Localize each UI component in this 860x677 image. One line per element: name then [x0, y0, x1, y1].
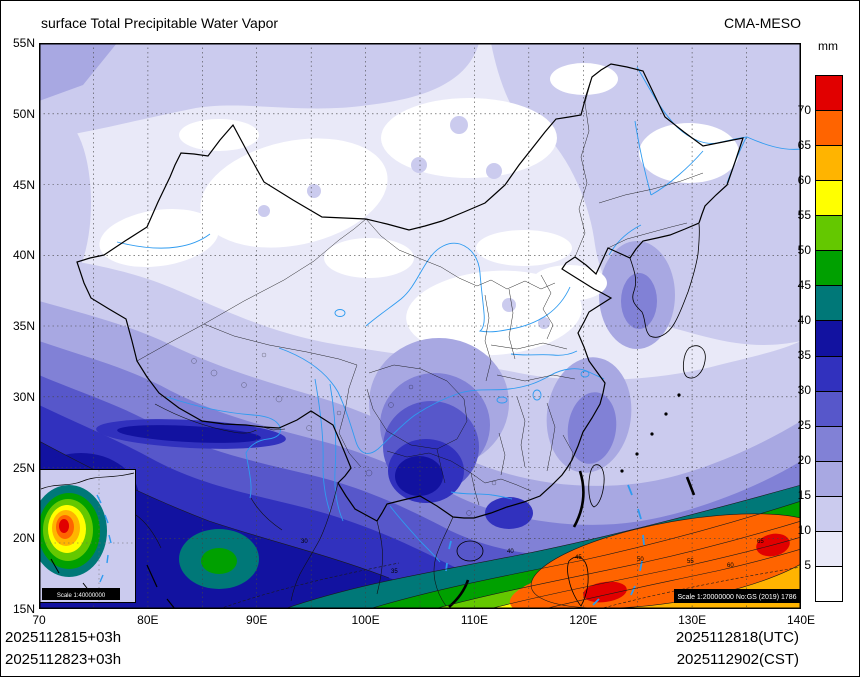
colorbar-tick-label: 45 [797, 278, 811, 292]
colorbar-tick-label: 15 [797, 488, 811, 502]
lon-tick-label: 140E [786, 613, 815, 627]
lat-tick-label: 30N [12, 389, 35, 404]
colorbar [815, 75, 843, 602]
annotation-slashes [146, 564, 176, 609]
lon-tick-label: 110E [460, 613, 488, 627]
colorbar-tick-label: 55 [797, 208, 811, 222]
china-border [76, 63, 744, 522]
colorbar-cell [816, 460, 842, 496]
colorbar-cell [816, 495, 842, 531]
colorbar-cell [816, 530, 842, 566]
footer-valid-utc: 2025112818(UTC) [675, 629, 799, 646]
contour-value-label: 35 [391, 569, 398, 575]
lat-tick-label: 45N [12, 177, 35, 192]
lat-tick-label: 20N [12, 531, 35, 546]
colorbar-cell [816, 76, 842, 111]
colorbar-tick-label: 40 [797, 313, 811, 327]
colorbar-tick-label: 60 [797, 173, 811, 187]
lon-tick-label: 90E [246, 613, 268, 627]
lat-tick-label: 15N [12, 602, 35, 616]
texture-contours [191, 352, 497, 516]
lat-tick-label: 55N [12, 36, 35, 50]
contour-value-label: 40 [507, 549, 514, 555]
colorbar-cell [816, 145, 842, 181]
map: 30 35 40 45 50 55 60 65 [39, 43, 801, 609]
front-lines [448, 470, 696, 608]
colorbar-cell [816, 110, 842, 146]
colorbar-tick-label: 20 [797, 453, 811, 467]
colorbar-cell [816, 320, 842, 356]
map-scale-text: Scale 1:20000000 No:GS (2019) 1786 [677, 594, 796, 601]
colorbar-cell [816, 215, 842, 251]
contour-value-label: 45 [575, 555, 582, 561]
inset-map: Scale 1:40000000 [39, 469, 136, 603]
colorbar-tick-label: 10 [797, 523, 811, 537]
colorbar-tick-label: 25 [797, 418, 811, 432]
colorbar-tick-label: 30 [797, 383, 811, 397]
lat-tick-label: 40N [12, 248, 35, 263]
contour-value-label: 30 [301, 539, 308, 545]
lon-tick-label: 120E [569, 613, 598, 627]
colorbar-cell [816, 250, 842, 286]
colorbar-tick-label: 70 [797, 103, 811, 117]
lon-tick-label: 130E [678, 613, 707, 627]
colorbar-unit: mm [818, 39, 838, 53]
colorbar-cell [816, 180, 842, 216]
contour-value-label: 65 [757, 539, 764, 545]
international-borders [135, 403, 454, 607]
islands [456, 223, 706, 607]
inset-scale-badge [42, 588, 120, 600]
colorbar-cell [816, 425, 842, 461]
inset-scale-text: Scale 1:40000000 [57, 593, 106, 599]
colorbar-cell [816, 390, 842, 426]
province-borders [136, 76, 704, 506]
colorbar-cell [816, 285, 842, 321]
contour-labels: 30 35 40 45 50 55 60 65 [301, 539, 764, 575]
lon-tick-label: 100E [351, 613, 380, 627]
footer-run-time-2: 2025112823+03h [5, 651, 122, 668]
page-title: surface Total Precipitable Water Vapor [41, 15, 279, 31]
colorbar-tick-label: 65 [797, 138, 811, 152]
map-canvas: 30 35 40 45 50 55 60 65 [39, 43, 801, 609]
model-label: CMA-MESO [724, 15, 801, 31]
lon-tick-label: 70 [32, 613, 46, 627]
contour-value-label: 60 [727, 563, 734, 569]
lat-tick-label: 25N [12, 460, 35, 475]
map-frame [39, 43, 801, 609]
colorbar-cell [816, 565, 842, 601]
footer-run-time-1: 2025112815+03h [5, 629, 122, 646]
lat-tick-label: 50N [12, 106, 35, 121]
lat-tick-label: 35N [12, 319, 35, 333]
colorbar-tick-label: 5 [804, 558, 811, 572]
colorbar-tick-label: 50 [797, 243, 811, 257]
colorbar-cell [816, 355, 842, 391]
contour-value-label: 50 [637, 557, 644, 563]
footer-valid-cst: 2025112902(CST) [676, 651, 799, 668]
colorbar-tick-label: 35 [797, 348, 811, 362]
lon-tick-label: 80E [137, 613, 159, 627]
contour-value-label: 55 [687, 559, 694, 565]
tpw-fill-regions [39, 43, 801, 609]
map-scale-badge: Scale 1:20000000 No:GS (2019) 1786 [674, 589, 801, 603]
